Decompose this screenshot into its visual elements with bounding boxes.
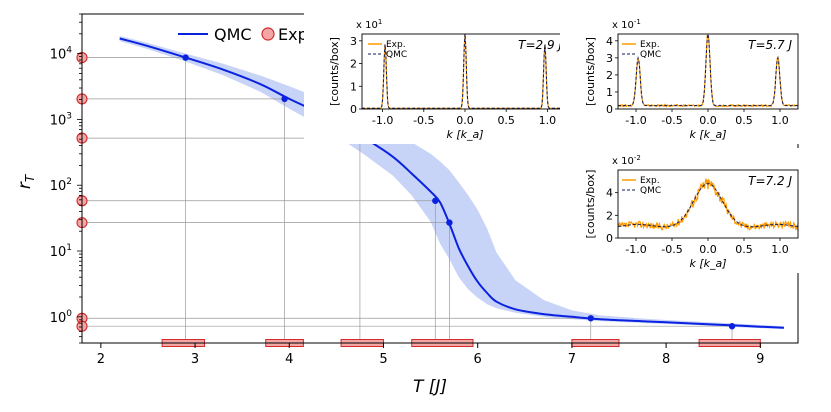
inset-y-tick-label: 3 (350, 35, 357, 48)
inset-y-label: [counts/box] (328, 37, 341, 106)
inset-qmc-curve (617, 183, 799, 228)
inset-x-tick-label: -0.5 (413, 114, 434, 127)
inset-x-tick-label: 0.5 (497, 114, 515, 127)
inset-legend-exp-label: Exp. (640, 40, 660, 50)
qmc-point (446, 219, 453, 226)
x-tick-label: 4 (285, 352, 293, 367)
inset-legend-qmc-label: QMC (640, 186, 661, 196)
inset-legend-qmc-label: QMC (386, 50, 407, 60)
x-tick-label: 6 (474, 352, 482, 367)
inset-scale-label: x 101 (356, 18, 382, 31)
inset-x-label: k [k_a] (446, 128, 483, 141)
x-tick-label: 5 (379, 352, 387, 367)
inset-T29: -1.0 -0.5 0.0 0.5 1.0 0 1 2 3 [counts/box] k [k_a]… (304, 12, 572, 144)
qmc-point (281, 95, 288, 103)
inset-x-tick-label: -1.0 (372, 114, 393, 127)
inset-x-label: k [k_a] (689, 257, 726, 270)
inset-qmc-curve (362, 33, 568, 109)
qmc-point (182, 54, 189, 61)
x-tick-label: 9 (756, 352, 764, 367)
inset-legend-exp-label: Exp. (386, 40, 406, 50)
inset-x-tick-label: 0.0 (699, 243, 717, 256)
qmc-curve (119, 37, 784, 329)
y-tick-label: 104 (50, 46, 73, 63)
inset-x-tick-label: 0.0 (699, 114, 717, 127)
inset-x-tick-label: 1.0 (539, 114, 557, 127)
inset-y-tick-label: 2 (606, 69, 613, 82)
inset-x-tick-label: 1.0 (771, 114, 789, 127)
legend-exp-marker (261, 27, 275, 41)
inset-T57: -1.0 -0.5 0.0 0.5 1.0 0 1 2 3 4 [counts/box] k [k_a… (560, 12, 802, 144)
inset-y-tick-label: 1 (350, 80, 357, 93)
inset-x-tick-label: 0.0 (456, 114, 474, 127)
inset-temperature-label: T=7.2 J (748, 174, 792, 188)
qmc-point (587, 315, 594, 322)
inset-y-tick-label: 2 (606, 209, 613, 222)
inset-y-tick-label: 0 (350, 103, 357, 116)
legend: QMC Exp. (178, 25, 313, 44)
qmc-point (728, 323, 736, 330)
inset-legend-qmc-label: QMC (640, 50, 661, 60)
inset-legend-exp-label: Exp. (640, 176, 660, 186)
inset-background (304, 12, 572, 144)
y-tick-label: 101 (50, 243, 72, 260)
inset-x-tick-label: -0.5 (661, 114, 682, 127)
x-tick-label: 7 (568, 352, 576, 367)
inset-y-tick-label: 3 (606, 52, 613, 65)
inset-temperature-label: T=5.7 J (748, 38, 792, 52)
insets: -1.0 -0.5 0.0 0.5 1.0 0 1 2 3 [counts/box] k [k_a]… (304, 12, 802, 273)
inset-x-label: k [k_a] (689, 128, 726, 141)
x-tick-label: 2 (97, 352, 105, 367)
inset-y-label: [counts/box] (584, 37, 597, 106)
inset-y-tick-label: 0 (606, 103, 613, 116)
y-tick-label: 102 (50, 177, 72, 194)
x-axis-label: T [J] (413, 377, 447, 397)
inset-x-tick-label: 1.0 (771, 243, 789, 256)
y-axis-label: rT (15, 173, 37, 189)
inset-y-tick-label: 2 (350, 58, 357, 71)
x-tick-label: 3 (191, 352, 199, 367)
inset-x-tick-label: -1.0 (625, 114, 646, 127)
qmc-point (432, 197, 439, 204)
inset-scale-label: x 10-1 (612, 18, 641, 31)
inset-scale-label: x 10-2 (612, 154, 641, 167)
y-tick-label: 100 (50, 309, 73, 326)
inset-temperature-label: T=2.9 J (518, 38, 562, 52)
inset-y-tick-label: 0 (606, 232, 613, 245)
legend-qmc-label: QMC (214, 25, 252, 44)
inset-y-tick-label: 4 (606, 35, 613, 48)
x-tick-label: 8 (662, 352, 670, 367)
inset-background (560, 148, 802, 273)
inset-y-tick-label: 1 (606, 86, 613, 99)
qmc-confidence-band (119, 36, 784, 330)
inset-x-tick-label: 0.5 (735, 243, 753, 256)
inset-x-tick-label: 0.5 (735, 114, 753, 127)
inset-y-tick-label: 4 (606, 187, 613, 200)
inset-x-tick-label: -1.0 (625, 243, 646, 256)
inset-T72: -1.0 -0.5 0.0 0.5 1.0 0 2 4 [counts/box] k [k_a] x… (560, 148, 802, 273)
y-tick-label: 103 (50, 111, 72, 128)
inset-x-tick-label: -0.5 (661, 243, 682, 256)
inset-y-label: [counts/box] (584, 170, 597, 239)
